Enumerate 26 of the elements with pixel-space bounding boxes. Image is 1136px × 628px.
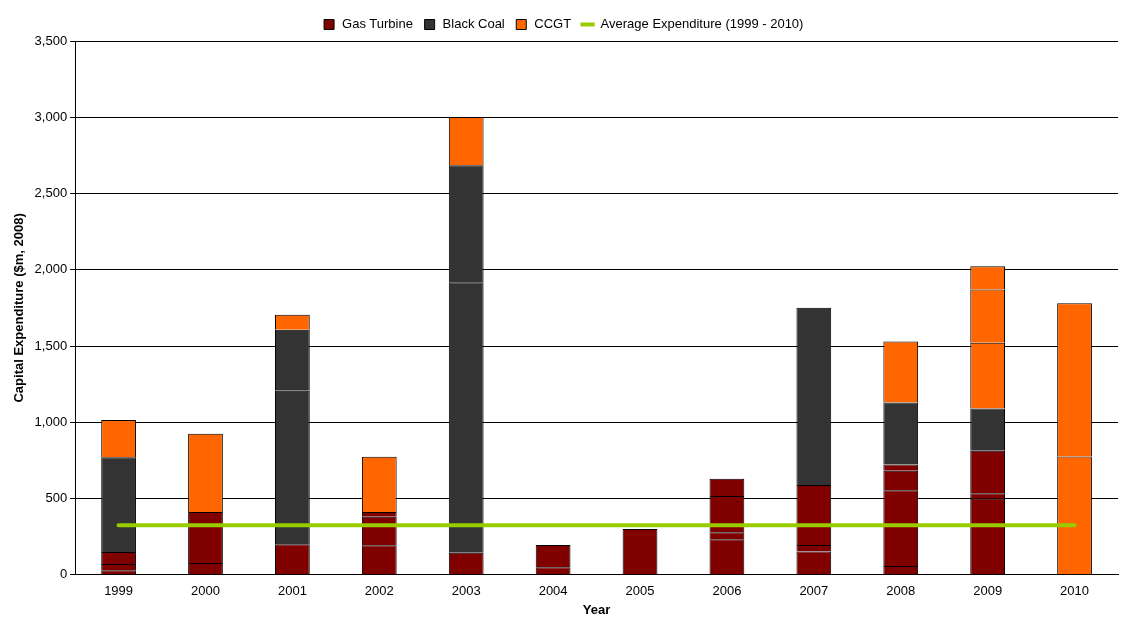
x-tick-label: 2001 — [277, 583, 307, 599]
y-tick-label: 3,000 — [34, 108, 68, 124]
x-tick-label: 1999 — [104, 583, 134, 599]
y-tick-label: 500 — [45, 490, 68, 506]
x-tick-label: 2008 — [886, 583, 916, 599]
x-tick-label: 2004 — [538, 583, 568, 599]
x-tick-label: 2005 — [625, 583, 655, 599]
x-tick-label: 2003 — [451, 583, 481, 599]
x-tick-label: 2002 — [364, 583, 394, 599]
y-tick-label: 2,500 — [34, 185, 68, 201]
y-tick-label: 1,500 — [34, 337, 68, 353]
legend-label: CCGT — [534, 16, 572, 32]
x-tick-label: 2000 — [191, 583, 220, 599]
y-tick-label: 3,500 — [34, 32, 68, 48]
y-tick-label: 1,000 — [34, 413, 68, 429]
x-tick-label: 2007 — [799, 583, 829, 599]
x-axis-title: Year — [582, 601, 611, 617]
y-axis-title: Capital Expenditure ($m, 2008) — [11, 213, 27, 403]
x-tick-label: 2010 — [1060, 583, 1090, 599]
x-tick-label: 2009 — [973, 583, 1003, 599]
legend-label: Black Coal — [442, 16, 505, 32]
y-tick-label: 2,000 — [34, 261, 68, 277]
legend-label: Gas Turbine — [342, 16, 413, 32]
x-tick-label: 2006 — [712, 583, 742, 599]
legend-label: Average Expenditure (1999 - 2010) — [600, 16, 804, 32]
y-tick-label: 0 — [59, 566, 68, 582]
